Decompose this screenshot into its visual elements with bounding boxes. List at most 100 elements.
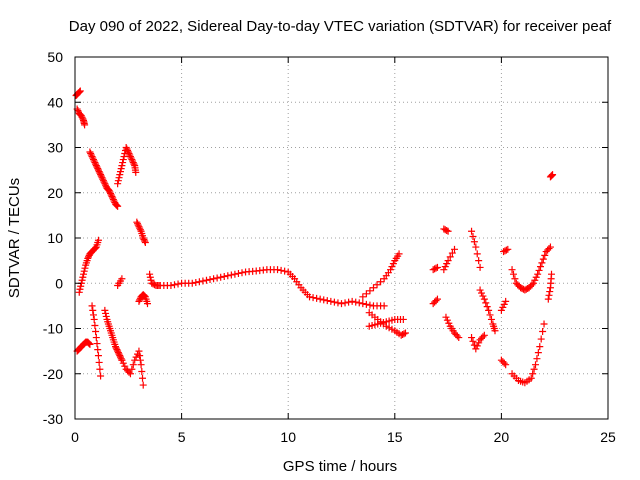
data-point (94, 166, 102, 174)
data-point (124, 147, 132, 155)
data-point (100, 178, 108, 186)
data-point (92, 328, 100, 336)
data-point (509, 270, 517, 278)
data-point (135, 347, 143, 355)
data-point (502, 297, 510, 305)
data-point (508, 266, 516, 274)
data-point (387, 266, 395, 274)
data-point (110, 197, 118, 205)
data-point (116, 168, 124, 176)
data-point (500, 359, 508, 367)
data-point (91, 245, 99, 253)
data-point (313, 294, 321, 302)
data-point (85, 340, 93, 348)
data-point (195, 278, 203, 286)
data-point (444, 227, 452, 235)
data-point (89, 311, 97, 319)
data-point (114, 347, 122, 355)
data-point (105, 186, 113, 194)
x-tick-label: 15 (387, 429, 403, 445)
data-point (136, 226, 144, 234)
data-point (377, 278, 385, 286)
data-point (544, 295, 552, 303)
data-point (93, 163, 101, 171)
data-point (472, 345, 480, 353)
data-point (95, 168, 103, 176)
data-point (85, 339, 93, 347)
data-point (136, 296, 144, 304)
data-point (432, 297, 440, 305)
series-arc15 (359, 250, 403, 301)
data-point (120, 153, 128, 161)
data-point (94, 346, 102, 354)
data-point (141, 239, 149, 247)
x-tick-label: 20 (494, 429, 510, 445)
data-point (167, 282, 175, 290)
series-arc11 (114, 275, 126, 290)
data-point (174, 280, 182, 288)
data-point (530, 365, 538, 373)
data-point (399, 315, 407, 323)
data-point (113, 202, 121, 210)
data-point (109, 196, 117, 204)
data-point (485, 306, 493, 314)
y-tick-label: 30 (47, 140, 63, 156)
data-point (480, 295, 488, 303)
data-point (136, 224, 144, 232)
data-point (502, 246, 510, 254)
data-point (478, 289, 486, 297)
data-point (102, 309, 110, 317)
y-tick-label: 50 (47, 49, 63, 65)
data-point (453, 332, 461, 340)
series-arc30 (497, 297, 510, 314)
axis-ticks: 0 5 10 15 20 25 -30 -20 -10 0 10 20 30 40 50 (43, 49, 616, 445)
series-arc24 (468, 331, 488, 353)
data-point (472, 243, 480, 251)
data-point (448, 249, 456, 257)
data-point (95, 358, 103, 366)
data-point (75, 88, 83, 96)
data-point (141, 292, 149, 300)
data-point (118, 356, 126, 364)
data-point (88, 153, 96, 161)
data-point (445, 319, 453, 327)
x-tick-label: 25 (600, 429, 616, 445)
data-point (533, 355, 541, 363)
data-point (306, 293, 314, 301)
y-tick-label: -20 (43, 366, 63, 382)
data-point (81, 264, 89, 272)
data-point (355, 299, 363, 307)
data-point (114, 177, 122, 185)
data-point (98, 174, 106, 182)
data-point (455, 334, 463, 342)
data-point (97, 372, 105, 380)
data-point (345, 298, 353, 306)
data-point (395, 250, 403, 258)
data-point (135, 297, 143, 305)
data-point (134, 221, 142, 229)
data-point (134, 220, 142, 228)
data-point (532, 273, 540, 281)
data-point (529, 370, 537, 378)
data-point (341, 299, 349, 307)
data-point (119, 156, 127, 164)
data-point (92, 334, 100, 342)
data-point (137, 361, 145, 369)
series-arc22 (442, 313, 463, 342)
data-point (147, 276, 155, 284)
data-point (359, 300, 367, 308)
data-point (128, 365, 136, 373)
data-point (101, 306, 109, 314)
data-point (549, 171, 557, 179)
data-point (227, 271, 235, 279)
data-point (433, 295, 441, 303)
data-point (389, 260, 397, 268)
data-point (112, 201, 120, 209)
data-point (369, 284, 377, 292)
data-point (534, 270, 542, 278)
data-point (140, 291, 148, 299)
data-point (115, 174, 123, 182)
data-point (121, 362, 129, 370)
data-point (504, 245, 512, 253)
data-point (479, 333, 487, 341)
